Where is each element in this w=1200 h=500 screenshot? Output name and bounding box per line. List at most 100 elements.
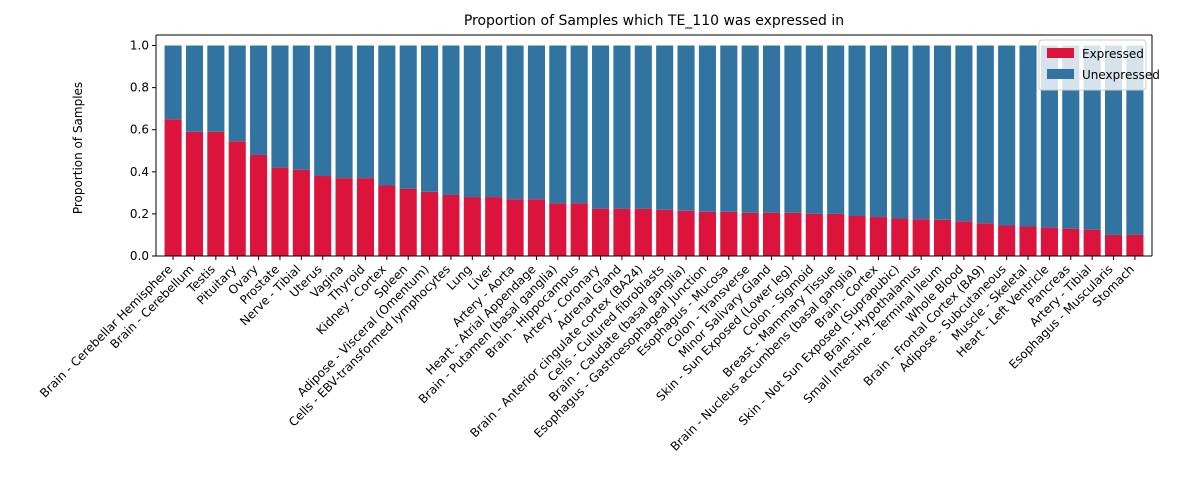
bar-expressed-3: [228, 141, 246, 256]
bar-unexpressed-43: [1083, 45, 1101, 230]
bar-expressed-0: [164, 119, 182, 256]
chart-title: Proportion of Samples which TE_110 was e…: [464, 13, 844, 29]
y-tick-label-4: 0.8: [130, 81, 149, 95]
y-tick-label-2: 0.4: [130, 165, 149, 179]
bar-unexpressed-7: [314, 45, 332, 177]
bar-expressed-45: [1126, 234, 1144, 256]
bar-expressed-33: [869, 217, 887, 256]
bar-unexpressed-24: [677, 45, 695, 211]
bar-expressed-39: [998, 225, 1016, 256]
bar-expressed-6: [292, 169, 310, 256]
bar-unexpressed-33: [869, 45, 887, 218]
bar-unexpressed-28: [763, 45, 781, 213]
bar-expressed-21: [613, 208, 631, 256]
bar-expressed-1: [185, 131, 204, 256]
bar-expressed-40: [1019, 226, 1037, 256]
bar-expressed-32: [848, 216, 866, 256]
bar-unexpressed-41: [1040, 45, 1058, 228]
bar-unexpressed-23: [656, 45, 674, 210]
bar-unexpressed-12: [421, 45, 439, 192]
bar-unexpressed-27: [741, 45, 759, 213]
bar-unexpressed-30: [805, 45, 823, 214]
legend-label-expressed: Expressed: [1082, 47, 1144, 61]
bar-unexpressed-38: [976, 45, 994, 224]
bar-unexpressed-5: [271, 45, 289, 168]
bar-expressed-5: [271, 167, 289, 256]
bar-expressed-25: [698, 211, 716, 256]
bar-expressed-37: [955, 221, 973, 256]
bar-expressed-8: [335, 178, 353, 256]
bar-unexpressed-14: [463, 45, 481, 198]
bar-expressed-19: [570, 203, 588, 256]
bar-unexpressed-6: [292, 45, 310, 170]
bar-expressed-17: [527, 199, 545, 256]
bar-unexpressed-20: [592, 45, 610, 209]
bar-expressed-28: [763, 212, 781, 256]
bar-expressed-14: [463, 197, 481, 256]
bar-unexpressed-37: [955, 45, 973, 222]
legend-label-unexpressed: Unexpressed: [1082, 68, 1160, 82]
bar-unexpressed-1: [185, 45, 204, 132]
bar-unexpressed-13: [442, 45, 460, 195]
bar-expressed-31: [827, 213, 845, 256]
bar-expressed-9: [356, 178, 375, 256]
bar-unexpressed-45: [1126, 45, 1144, 235]
bar-expressed-30: [805, 213, 823, 256]
bar-unexpressed-3: [228, 45, 246, 142]
bar-expressed-42: [1062, 228, 1080, 256]
bar-expressed-20: [592, 208, 610, 256]
bar-unexpressed-29: [784, 45, 802, 213]
bar-expressed-18: [549, 203, 567, 256]
y-tick-label-1: 0.2: [130, 207, 149, 221]
bar-unexpressed-10: [378, 45, 396, 186]
bar-expressed-41: [1040, 227, 1058, 256]
bar-unexpressed-36: [933, 45, 952, 220]
bar-unexpressed-4: [250, 45, 268, 155]
bar-unexpressed-11: [399, 45, 417, 189]
bar-unexpressed-31: [827, 45, 845, 214]
legend-swatch-unexpressed: [1047, 69, 1074, 79]
bar-unexpressed-42: [1062, 45, 1080, 229]
bar-unexpressed-35: [912, 45, 930, 220]
legend: Expressed Unexpressed: [1038, 39, 1160, 91]
bar-unexpressed-44: [1104, 45, 1123, 235]
bar-expressed-22: [634, 208, 652, 256]
bar-expressed-35: [912, 219, 930, 256]
bar-expressed-24: [677, 210, 695, 256]
bar-expressed-11: [399, 188, 417, 256]
bar-unexpressed-9: [356, 45, 375, 179]
bar-expressed-27: [741, 212, 759, 256]
bar-unexpressed-2: [207, 45, 225, 132]
y-axis-label: Proportion of Samples: [71, 82, 85, 214]
legend-swatch-expressed: [1047, 48, 1074, 58]
bar-expressed-43: [1083, 229, 1101, 256]
x-tick-label-0: Brain - Cerebellar Hemisphere: [37, 262, 175, 400]
bar-expressed-4: [250, 154, 268, 256]
bar-unexpressed-18: [549, 45, 567, 204]
bar-expressed-38: [976, 223, 994, 256]
bar-unexpressed-34: [891, 45, 909, 219]
bar-expressed-26: [720, 211, 738, 256]
y-tick-label-0: 0.0: [130, 249, 149, 263]
bar-expressed-10: [378, 185, 396, 256]
bar-unexpressed-32: [848, 45, 866, 217]
bar-unexpressed-39: [998, 45, 1016, 226]
bar-expressed-2: [207, 131, 225, 256]
bar-expressed-44: [1104, 234, 1123, 256]
bar-unexpressed-8: [335, 45, 353, 179]
bar-expressed-29: [784, 212, 802, 256]
bar-expressed-13: [442, 194, 460, 256]
bar-expressed-36: [933, 219, 952, 256]
bar-unexpressed-0: [164, 45, 182, 120]
bar-unexpressed-19: [570, 45, 588, 204]
bar-unexpressed-40: [1019, 45, 1037, 227]
bar-unexpressed-17: [527, 45, 545, 200]
bars-layer: [164, 45, 1144, 256]
bar-unexpressed-25: [698, 45, 716, 212]
bar-expressed-23: [656, 209, 674, 256]
bar-expressed-34: [891, 218, 909, 256]
bar-expressed-7: [314, 176, 332, 256]
bar-unexpressed-26: [720, 45, 738, 212]
bar-unexpressed-16: [506, 45, 524, 200]
